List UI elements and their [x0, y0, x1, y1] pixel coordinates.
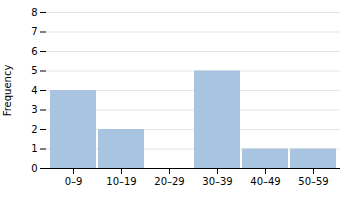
svg-text:10–19: 10–19 [106, 176, 136, 187]
svg-text:5: 5 [31, 65, 37, 76]
svg-text:1: 1 [31, 143, 37, 154]
svg-text:3: 3 [31, 104, 37, 115]
svg-text:7: 7 [31, 26, 37, 37]
svg-text:0: 0 [31, 163, 37, 174]
svg-text:20–29: 20–29 [154, 176, 184, 187]
svg-text:Frequency: Frequency [2, 65, 13, 117]
svg-text:50–59: 50–59 [298, 176, 328, 187]
svg-text:40–49: 40–49 [250, 176, 280, 187]
svg-text:6: 6 [31, 46, 37, 57]
svg-text:30–39: 30–39 [202, 176, 232, 187]
svg-text:8: 8 [31, 7, 37, 18]
svg-text:0–9: 0–9 [65, 176, 83, 187]
svg-text:2: 2 [31, 124, 37, 135]
svg-text:4: 4 [31, 85, 37, 96]
